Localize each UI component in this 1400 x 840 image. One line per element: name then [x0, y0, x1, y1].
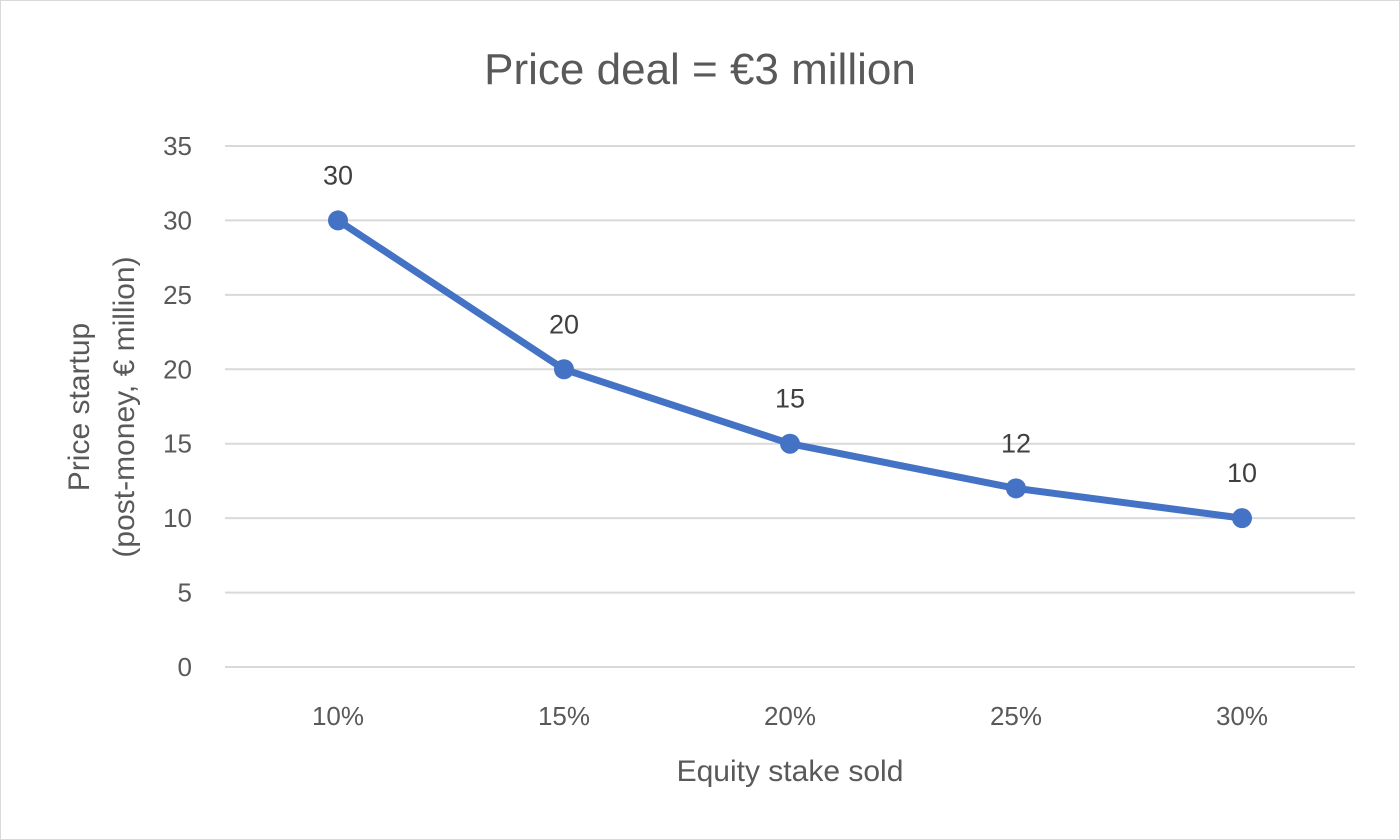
data-label-15%: 20: [549, 309, 579, 339]
data-point-30%: [1232, 508, 1252, 529]
y-axis-title-line-1: Price startup: [63, 323, 96, 491]
x-tick-label: 20%: [764, 701, 816, 731]
y-tick-label: 0: [178, 652, 192, 682]
x-tick-label: 15%: [538, 701, 590, 731]
y-axis-title-line-2: (post-money, € million): [108, 256, 141, 557]
x-axis-tick-labels: 10% 15% 20% 25% 30%: [312, 701, 1268, 731]
y-tick-label: 30: [163, 205, 192, 235]
y-axis-title: Price startup (post-money, € million): [63, 256, 141, 557]
y-tick-label: 20: [163, 354, 192, 384]
y-tick-label: 10: [163, 503, 192, 533]
data-label-30%: 10: [1227, 458, 1257, 488]
data-point-20%: [780, 433, 800, 454]
y-tick-label: 15: [163, 429, 192, 459]
x-axis-title: Equity stake sold: [677, 755, 904, 788]
y-axis-tick-labels: 0 5 10 15 20 25 30 35: [163, 131, 192, 682]
data-label-25%: 12: [1001, 428, 1031, 458]
chart-title: Price deal = €3 million: [484, 45, 916, 94]
y-tick-label: 35: [163, 131, 192, 161]
gridlines: [225, 145, 1355, 668]
data-label-20%: 15: [775, 384, 805, 414]
x-tick-label: 10%: [312, 701, 364, 731]
data-point-15%: [554, 359, 574, 380]
series-layer: [328, 210, 1252, 529]
y-tick-label: 25: [163, 280, 192, 310]
x-tick-label: 25%: [990, 701, 1042, 731]
data-label-10%: 30: [323, 160, 353, 190]
y-tick-label: 5: [178, 578, 192, 608]
data-point-25%: [1006, 478, 1026, 499]
data-labels: 30 20 15 12 10: [323, 160, 1257, 488]
data-point-10%: [328, 210, 348, 231]
x-tick-label: 30%: [1216, 701, 1268, 731]
